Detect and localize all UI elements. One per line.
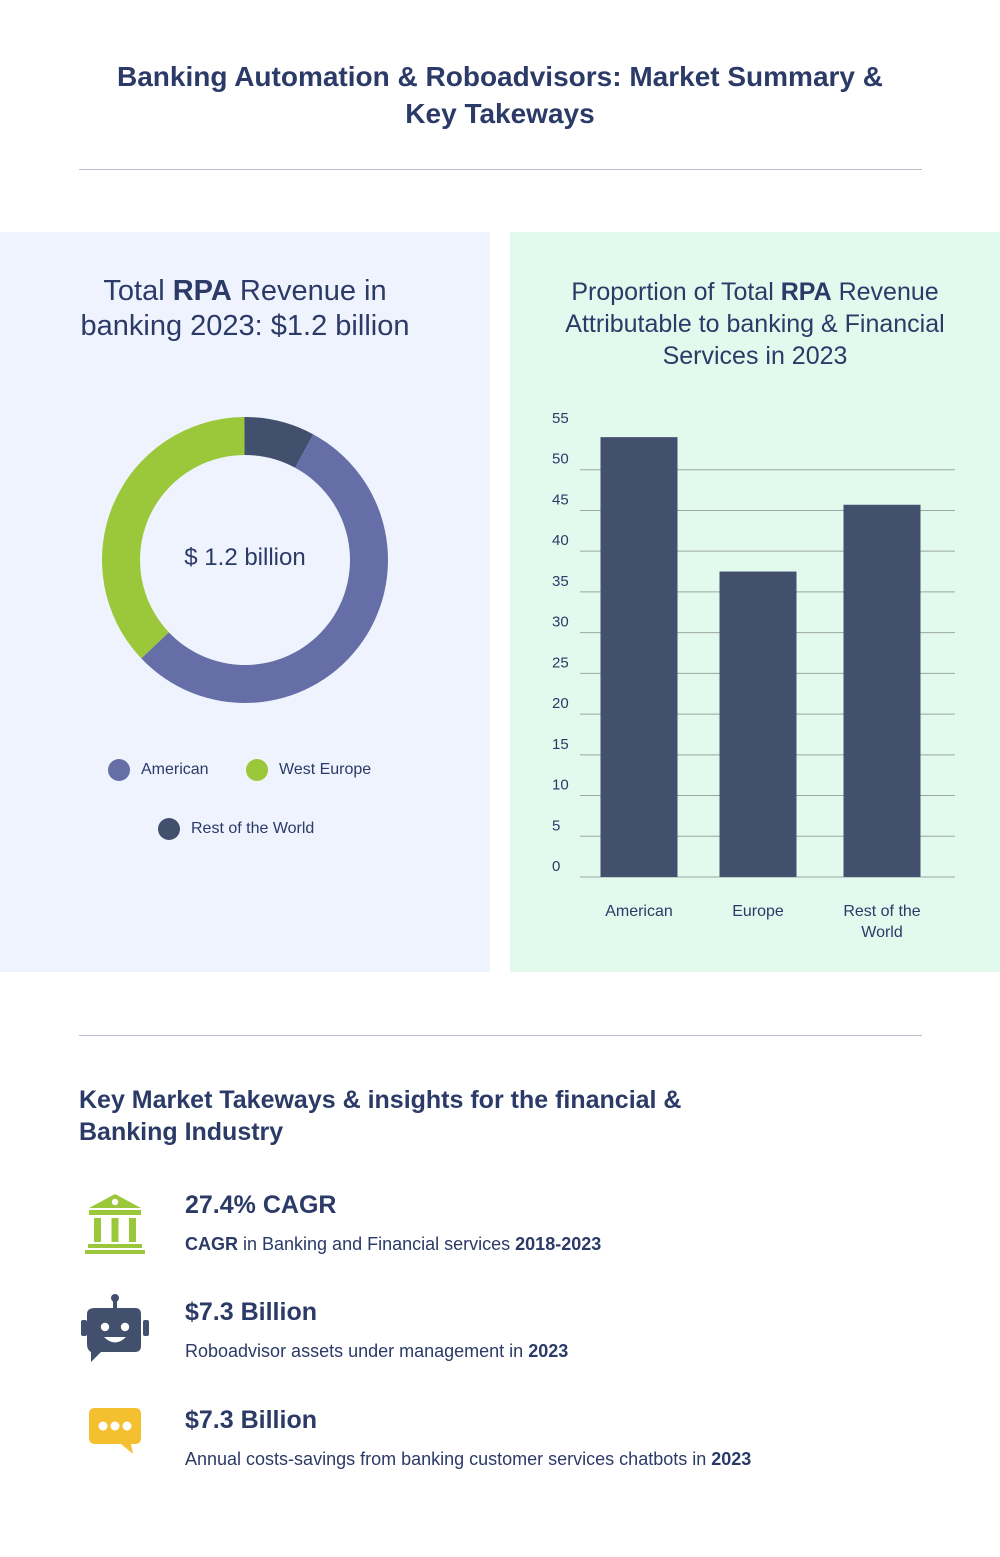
bar-title-bold: RPA: [780, 278, 832, 306]
y-tick-label: 50: [552, 451, 569, 468]
y-tick-label: 40: [552, 532, 569, 549]
bar-title-post: Revenue Attributable to banking & Financ…: [565, 278, 945, 370]
bar-american: [600, 437, 678, 877]
slice-rest-of-world: [244, 417, 314, 468]
desc-text: in Banking and Financial services: [238, 1234, 516, 1254]
bar-title-pre: Proportion of Total: [571, 278, 781, 306]
slice-american: [141, 434, 389, 704]
legend-item-american: American: [108, 759, 209, 781]
bar-chart-panel: Proportion of Total RPA Revenue Attribut…: [510, 232, 1000, 972]
x-tick-label: Europe: [732, 903, 784, 920]
y-tick-label: 10: [552, 777, 569, 794]
desc-text: Roboadvisor assets under management in: [185, 1341, 529, 1361]
y-tick-label: 5: [552, 817, 560, 834]
legend-item-west-europe: West Europe: [246, 759, 371, 781]
bar-chart: 0 5 10 15 20 25 30 35 40 45 50 55 American Europe Rest…: [552, 410, 955, 941]
y-tick-label: 55: [552, 410, 569, 427]
robot-icon: [81, 1294, 149, 1362]
page-title: Banking Automation & Roboadvisors: Marke…: [117, 61, 883, 129]
desc-text: Annual costs-savings from banking custom…: [185, 1449, 712, 1469]
desc-bold-end: 2018-2023: [515, 1234, 602, 1254]
donut-chart-title: Total RPA Revenue in banking 2023: $1.2 …: [50, 274, 440, 344]
chat-bubble-icon: [89, 1408, 141, 1454]
divider-middle: [79, 1035, 922, 1036]
desc-bold-end: 2023: [711, 1449, 752, 1469]
legend-item-rest-of-world: Rest of the World: [158, 818, 314, 840]
takeaways-title: Key Market Takeways & insights for the f…: [79, 1086, 682, 1146]
y-tick-label: 0: [552, 858, 560, 875]
legend-label: Rest of the World: [191, 820, 315, 837]
y-tick-label: 35: [552, 573, 569, 590]
donut-chart: [102, 417, 389, 704]
x-tick-label: Rest of the World: [843, 903, 920, 941]
legend-swatch: [158, 818, 180, 840]
desc-bold-end: 2023: [528, 1341, 569, 1361]
legend-label: American: [141, 761, 209, 778]
takeaway-headline: $7.3 Billion: [185, 1298, 317, 1326]
bank-icon: [85, 1194, 145, 1254]
y-tick-label: 45: [552, 491, 569, 508]
y-tick-label: 20: [552, 695, 569, 712]
donut-title-bold: RPA: [172, 275, 232, 307]
legend-swatch: [246, 759, 268, 781]
donut-chart-panel: Total RPA Revenue in banking 2023: $1.2 …: [0, 232, 490, 972]
takeaway-headline: 27.4% CAGR: [185, 1191, 337, 1219]
bar-chart-title: Proportion of Total RPA Revenue Attribut…: [540, 276, 970, 372]
divider-top: [79, 169, 922, 170]
donut-title-post: Revenue in banking 2023: $1.2 billion: [80, 275, 410, 342]
bar-rest-of-the-world: [843, 504, 921, 877]
takeaway-item-cagr: 27.4% CAGR CAGR in Banking and Financial…: [79, 1191, 939, 1281]
desc-bold-start: CAGR: [185, 1234, 238, 1254]
slice-west-europe: [102, 417, 245, 659]
legend-swatch: [108, 759, 130, 781]
y-tick-label: 30: [552, 614, 569, 631]
takeaway-description: CAGR in Banking and Financial services 2…: [185, 1234, 601, 1255]
x-tick-label: American: [605, 903, 673, 920]
takeaway-description: Annual costs-savings from banking custom…: [185, 1449, 751, 1470]
donut-title-pre: Total: [103, 275, 173, 307]
donut-center-label: $ 1.2 billion: [184, 544, 306, 571]
takeaway-item-roboadvisor: $7.3 Billion Roboadvisor assets under ma…: [79, 1294, 939, 1388]
takeaway-description: Roboadvisor assets under management in 2…: [185, 1341, 568, 1362]
y-tick-label: 25: [552, 654, 569, 671]
legend-label: West Europe: [279, 761, 372, 778]
takeaway-item-chatbots: $7.3 Billion Annual costs-savings from b…: [79, 1406, 939, 1496]
y-tick-label: 15: [552, 736, 569, 753]
bar-europe: [719, 571, 797, 877]
takeaway-headline: $7.3 Billion: [185, 1406, 317, 1434]
